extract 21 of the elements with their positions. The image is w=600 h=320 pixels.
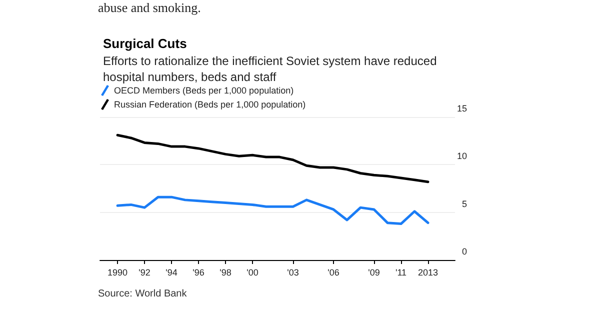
text: abuse and smoking.	[98, 0, 201, 15]
y-tick-label: 5	[462, 198, 467, 209]
x-tick-label: '09	[368, 268, 380, 278]
x-tick-label: '11	[395, 268, 407, 278]
x-tick-label: 1990	[108, 268, 128, 278]
y-tick-label: 0	[462, 246, 467, 256]
chart-title: Surgical Cuts	[103, 36, 187, 51]
x-tick-label: 2013	[418, 268, 438, 278]
chart-subtitle: Efforts to rationalize the inefficient Soviet system have reduced hospital numbers, beds and staff	[103, 54, 437, 84]
legend-label: Russian Federation (Beds per 1,000 population)	[114, 100, 306, 110]
x-tick-label: '94	[166, 268, 178, 278]
x-tick-label: '98	[220, 268, 232, 278]
x-tick-label: '06	[328, 268, 340, 278]
source-note: Source: World Bank	[98, 288, 188, 300]
x-tick-label: '96	[192, 268, 204, 278]
legend-label: OECD Members (Beds per 1,000 population)	[114, 86, 294, 96]
y-tick-label: 10	[456, 151, 467, 162]
x-tick-label: '03	[287, 268, 299, 278]
y-tick-label: 15	[456, 104, 467, 114]
x-tick-label: '00	[246, 268, 258, 278]
x-tick-label: '92	[138, 268, 150, 278]
